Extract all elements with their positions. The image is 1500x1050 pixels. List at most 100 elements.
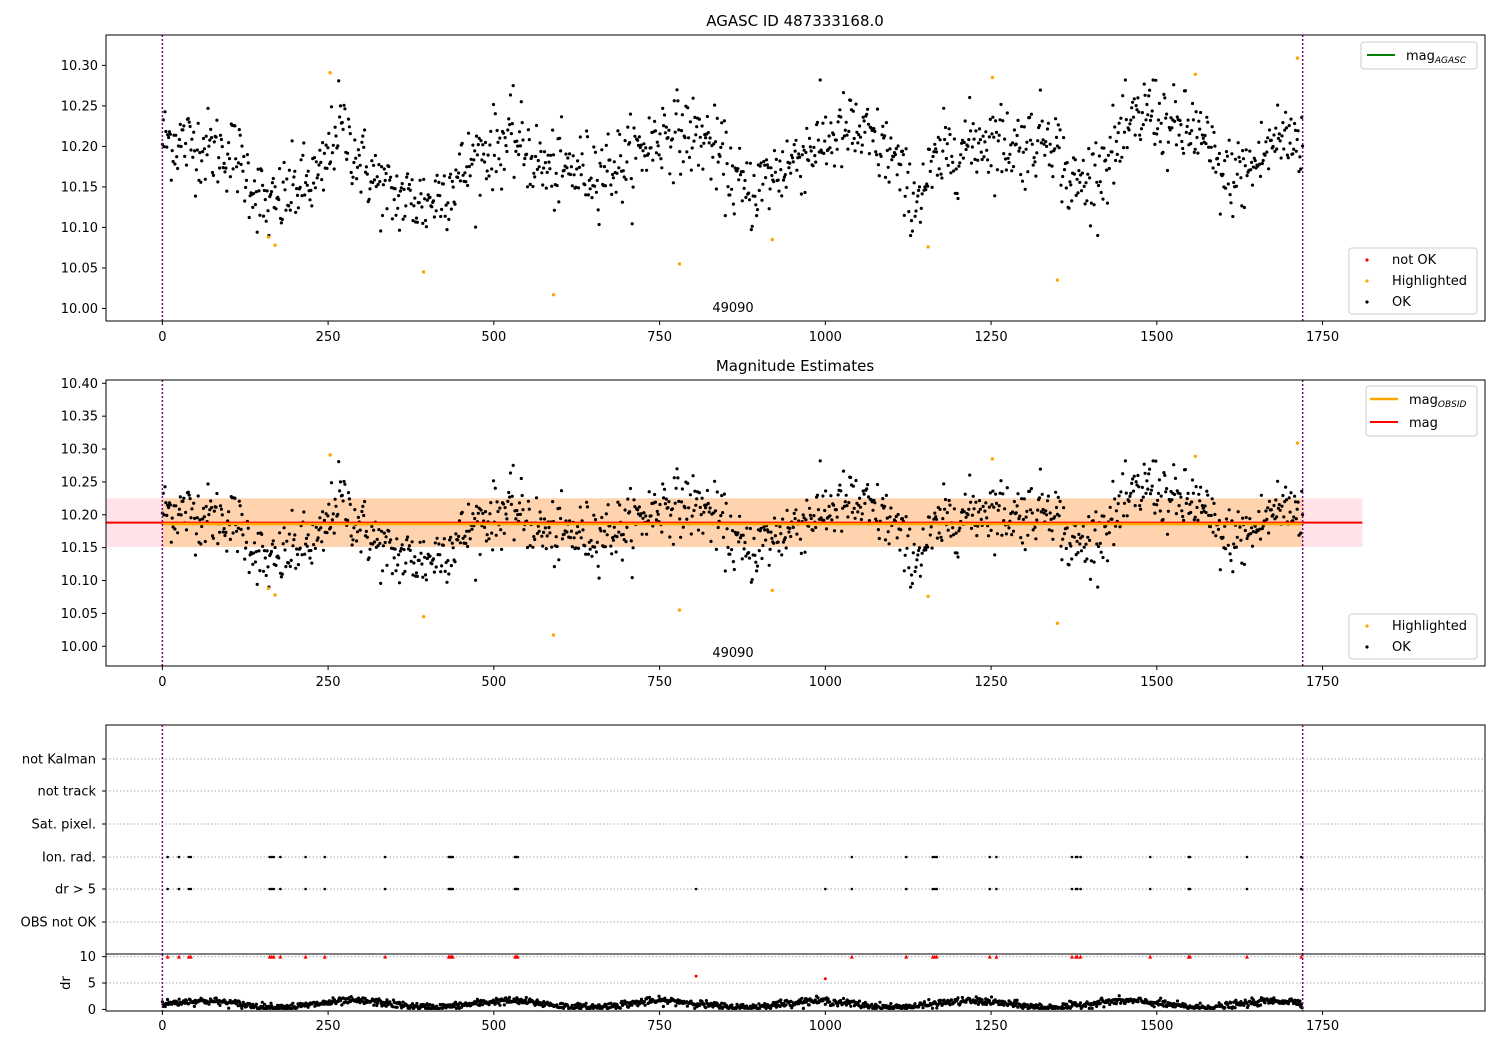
axes-frame — [105, 724, 1486, 955]
ok-point — [545, 170, 549, 174]
ok-point — [938, 507, 942, 511]
dr-point — [1229, 1001, 1233, 1005]
flag-point — [931, 887, 935, 891]
ok-point — [929, 525, 933, 529]
ok-point — [639, 512, 643, 516]
ok-point — [444, 203, 448, 207]
ok-point — [184, 163, 189, 167]
ok-point — [321, 141, 325, 145]
ok-point — [571, 154, 575, 158]
ok-point — [181, 128, 185, 132]
ok-point — [769, 530, 773, 534]
ok-point — [340, 120, 344, 125]
ok-point — [950, 154, 954, 158]
ok-point — [1231, 570, 1235, 574]
ok-point — [1144, 118, 1148, 122]
ok-point — [531, 184, 535, 189]
ok-point — [1106, 153, 1110, 157]
flag-point — [1070, 855, 1074, 859]
ok-point — [757, 188, 761, 193]
ok-point — [1197, 119, 1201, 123]
ok-point — [644, 514, 648, 518]
ok-point — [242, 154, 246, 159]
ok-point — [337, 460, 341, 464]
ok-point — [523, 156, 527, 161]
ok-point — [566, 156, 570, 160]
legend-label-highlighted: Highlighted — [1392, 274, 1467, 289]
legend-line-label-mag: mag — [1409, 416, 1438, 431]
ok-point — [314, 160, 318, 164]
ok-point — [969, 526, 974, 531]
ok-point — [945, 510, 949, 515]
ok-point — [946, 163, 950, 167]
ok-point — [671, 542, 676, 546]
flag-point — [270, 855, 274, 859]
ok-point — [888, 515, 892, 519]
ok-point — [841, 469, 846, 473]
ok-point — [1217, 518, 1221, 523]
ok-point — [890, 158, 894, 162]
ok-point — [604, 143, 608, 147]
ok-point — [669, 513, 673, 517]
ok-point — [481, 511, 485, 515]
dr-point — [1226, 1002, 1230, 1006]
ok-point — [619, 154, 623, 158]
ok-point — [332, 167, 336, 171]
ok-point — [937, 167, 941, 171]
dr-point — [453, 1000, 458, 1004]
ok-point — [971, 494, 975, 498]
ok-point — [618, 132, 622, 136]
ok-point — [835, 147, 839, 151]
ok-point — [1277, 503, 1281, 507]
ok-point — [460, 141, 464, 145]
ok-point — [243, 557, 247, 561]
ok-point — [549, 153, 553, 157]
ok-point — [218, 504, 223, 508]
ok-point — [1034, 537, 1038, 541]
ok-point — [850, 510, 855, 514]
ok-point — [861, 489, 865, 493]
ok-point — [509, 502, 513, 506]
dr-point — [597, 1003, 601, 1007]
ok-point — [261, 569, 266, 573]
ok-point — [723, 569, 727, 573]
ok-point — [631, 546, 635, 550]
ok-point — [327, 502, 331, 506]
ok-point — [729, 146, 733, 150]
ok-point — [238, 133, 242, 137]
ok-point — [1024, 147, 1028, 151]
ok-point — [1022, 125, 1026, 129]
x-tick-label: 1500 — [1140, 330, 1173, 345]
ok-point — [569, 165, 574, 169]
highlighted-point — [770, 588, 774, 593]
ok-point — [660, 530, 664, 534]
ok-point — [1272, 503, 1276, 508]
ok-point — [883, 175, 888, 179]
dr-clipped-marker — [165, 954, 170, 959]
ok-point — [433, 541, 437, 545]
ok-point — [686, 481, 690, 485]
ok-point — [1024, 515, 1028, 519]
ok-point — [640, 532, 644, 536]
dr-point — [349, 995, 353, 999]
dr-point — [1234, 998, 1238, 1002]
ok-point — [1198, 127, 1202, 131]
ok-point — [1049, 150, 1053, 154]
flag-row-label: Sat. pixel. — [32, 818, 96, 833]
ok-point — [525, 152, 529, 156]
ok-point — [190, 137, 194, 141]
ok-point — [1269, 138, 1273, 142]
ok-point — [1156, 118, 1161, 122]
legend-marker-highlighted — [1365, 279, 1369, 283]
ok-point — [1079, 189, 1084, 193]
ok-point — [1137, 485, 1141, 489]
ok-point — [949, 534, 953, 538]
ok-point — [854, 478, 858, 483]
ok-point — [570, 184, 574, 188]
ok-point — [531, 545, 535, 549]
legend-box — [1360, 41, 1478, 70]
ok-point — [807, 524, 811, 528]
ok-point — [182, 496, 186, 500]
dr-point — [1102, 1005, 1106, 1009]
ok-point — [340, 493, 344, 497]
